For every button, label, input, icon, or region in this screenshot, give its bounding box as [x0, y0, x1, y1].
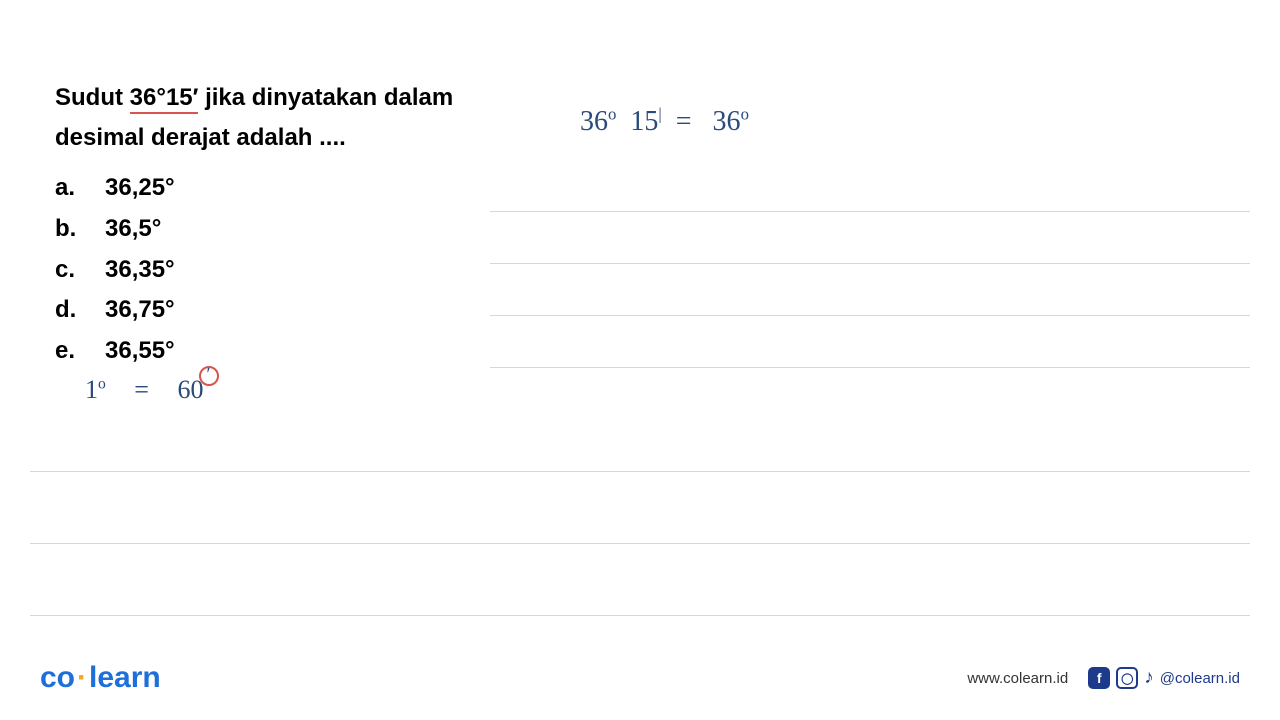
facebook-icon: f [1088, 667, 1110, 689]
ruled-line [30, 544, 1250, 616]
social-handle: @colearn.id [1160, 670, 1240, 687]
option-letter: d. [55, 290, 105, 331]
footer: co·learn www.colearn.id f ◯ ♪ @colearn.i… [0, 661, 1280, 695]
tiktok-icon: ♪ [1144, 667, 1154, 689]
option-letter: a. [55, 168, 105, 209]
logo-co: co [40, 661, 75, 694]
handwritten-equation-left: 1o = 60′ [85, 375, 219, 405]
handwritten-text: 36o 15| = 36o [580, 106, 749, 137]
option-value: 36,75° [105, 290, 175, 331]
option-a: a. 36,25° [55, 168, 1250, 209]
logo-learn: learn [89, 661, 161, 694]
handwritten-eq: = [134, 375, 149, 404]
colearn-logo: co·learn [40, 661, 161, 695]
option-letter: e. [55, 331, 105, 372]
question-after-underline: jika dinyatakan dalam [198, 84, 453, 111]
option-value: 36,5° [105, 209, 161, 250]
option-value: 36,35° [105, 250, 175, 291]
footer-right: www.colearn.id f ◯ ♪ @colearn.id [967, 667, 1240, 689]
option-value: 36,55° [105, 331, 175, 372]
website-url: www.colearn.id [967, 670, 1068, 687]
question-underlined: 36°15′ [130, 84, 199, 114]
option-letter: c. [55, 250, 105, 291]
circled-prime-annotation: ′ [199, 366, 219, 386]
logo-dot: · [75, 661, 89, 694]
instagram-icon: ◯ [1116, 667, 1138, 689]
ruled-line [30, 400, 1250, 472]
option-value: 36,25° [105, 168, 175, 209]
option-letter: b. [55, 209, 105, 250]
ruled-lines-full [30, 400, 1250, 616]
option-c: c. 36,35° [55, 250, 1250, 291]
option-e: e. 36,55° [55, 331, 1250, 372]
handwritten-lhs: 1o [85, 375, 106, 404]
options-list: a. 36,25° b. 36,5° c. 36,35° d. 36,75° e… [55, 168, 1250, 372]
handwritten-equation-right: 36o 15| = 36o [580, 105, 749, 138]
prime-mark: ′ [206, 364, 210, 385]
option-d: d. 36,75° [55, 290, 1250, 331]
ruled-line [30, 472, 1250, 544]
option-b: b. 36,5° [55, 209, 1250, 250]
question-before-underline: Sudut [55, 84, 130, 111]
social-icons: f ◯ ♪ @colearn.id [1088, 667, 1240, 689]
